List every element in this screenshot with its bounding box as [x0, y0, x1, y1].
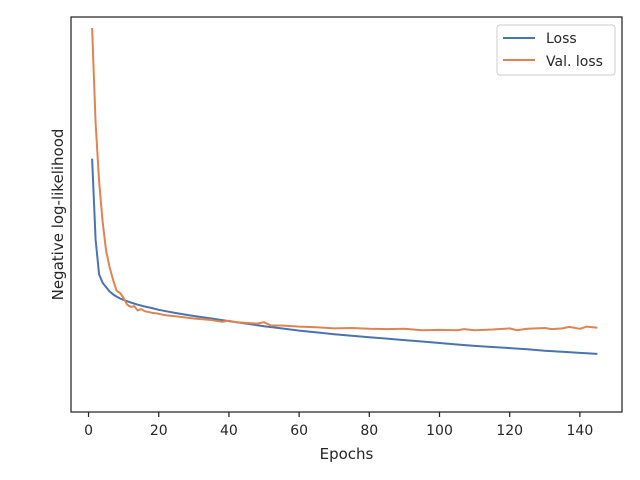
x-tick-label: 100 [426, 423, 453, 439]
x-axis-ticks: 0 20 40 60 80 100 120 140 [84, 412, 593, 439]
legend-label-val-loss: Val. loss [546, 54, 603, 70]
plot-background [71, 17, 622, 412]
series-line-val-loss [91, 27, 598, 332]
series-layer [91, 27, 598, 355]
x-tick-label: 40 [220, 423, 238, 439]
legend-label-loss: Loss [546, 31, 577, 47]
legend: Loss Val. loss [496, 24, 616, 76]
x-tick-label: 0 [84, 423, 93, 439]
x-tick-label: 80 [360, 423, 378, 439]
y-axis-label: Negative log-likelihood [49, 129, 67, 301]
x-tick-label: 140 [567, 423, 594, 439]
x-tick-label: 20 [150, 423, 168, 439]
x-tick-label: 120 [496, 423, 523, 439]
plot-frame [70, 16, 623, 413]
x-tick-label: 60 [290, 423, 308, 439]
x-axis-label: Epochs [320, 445, 374, 463]
